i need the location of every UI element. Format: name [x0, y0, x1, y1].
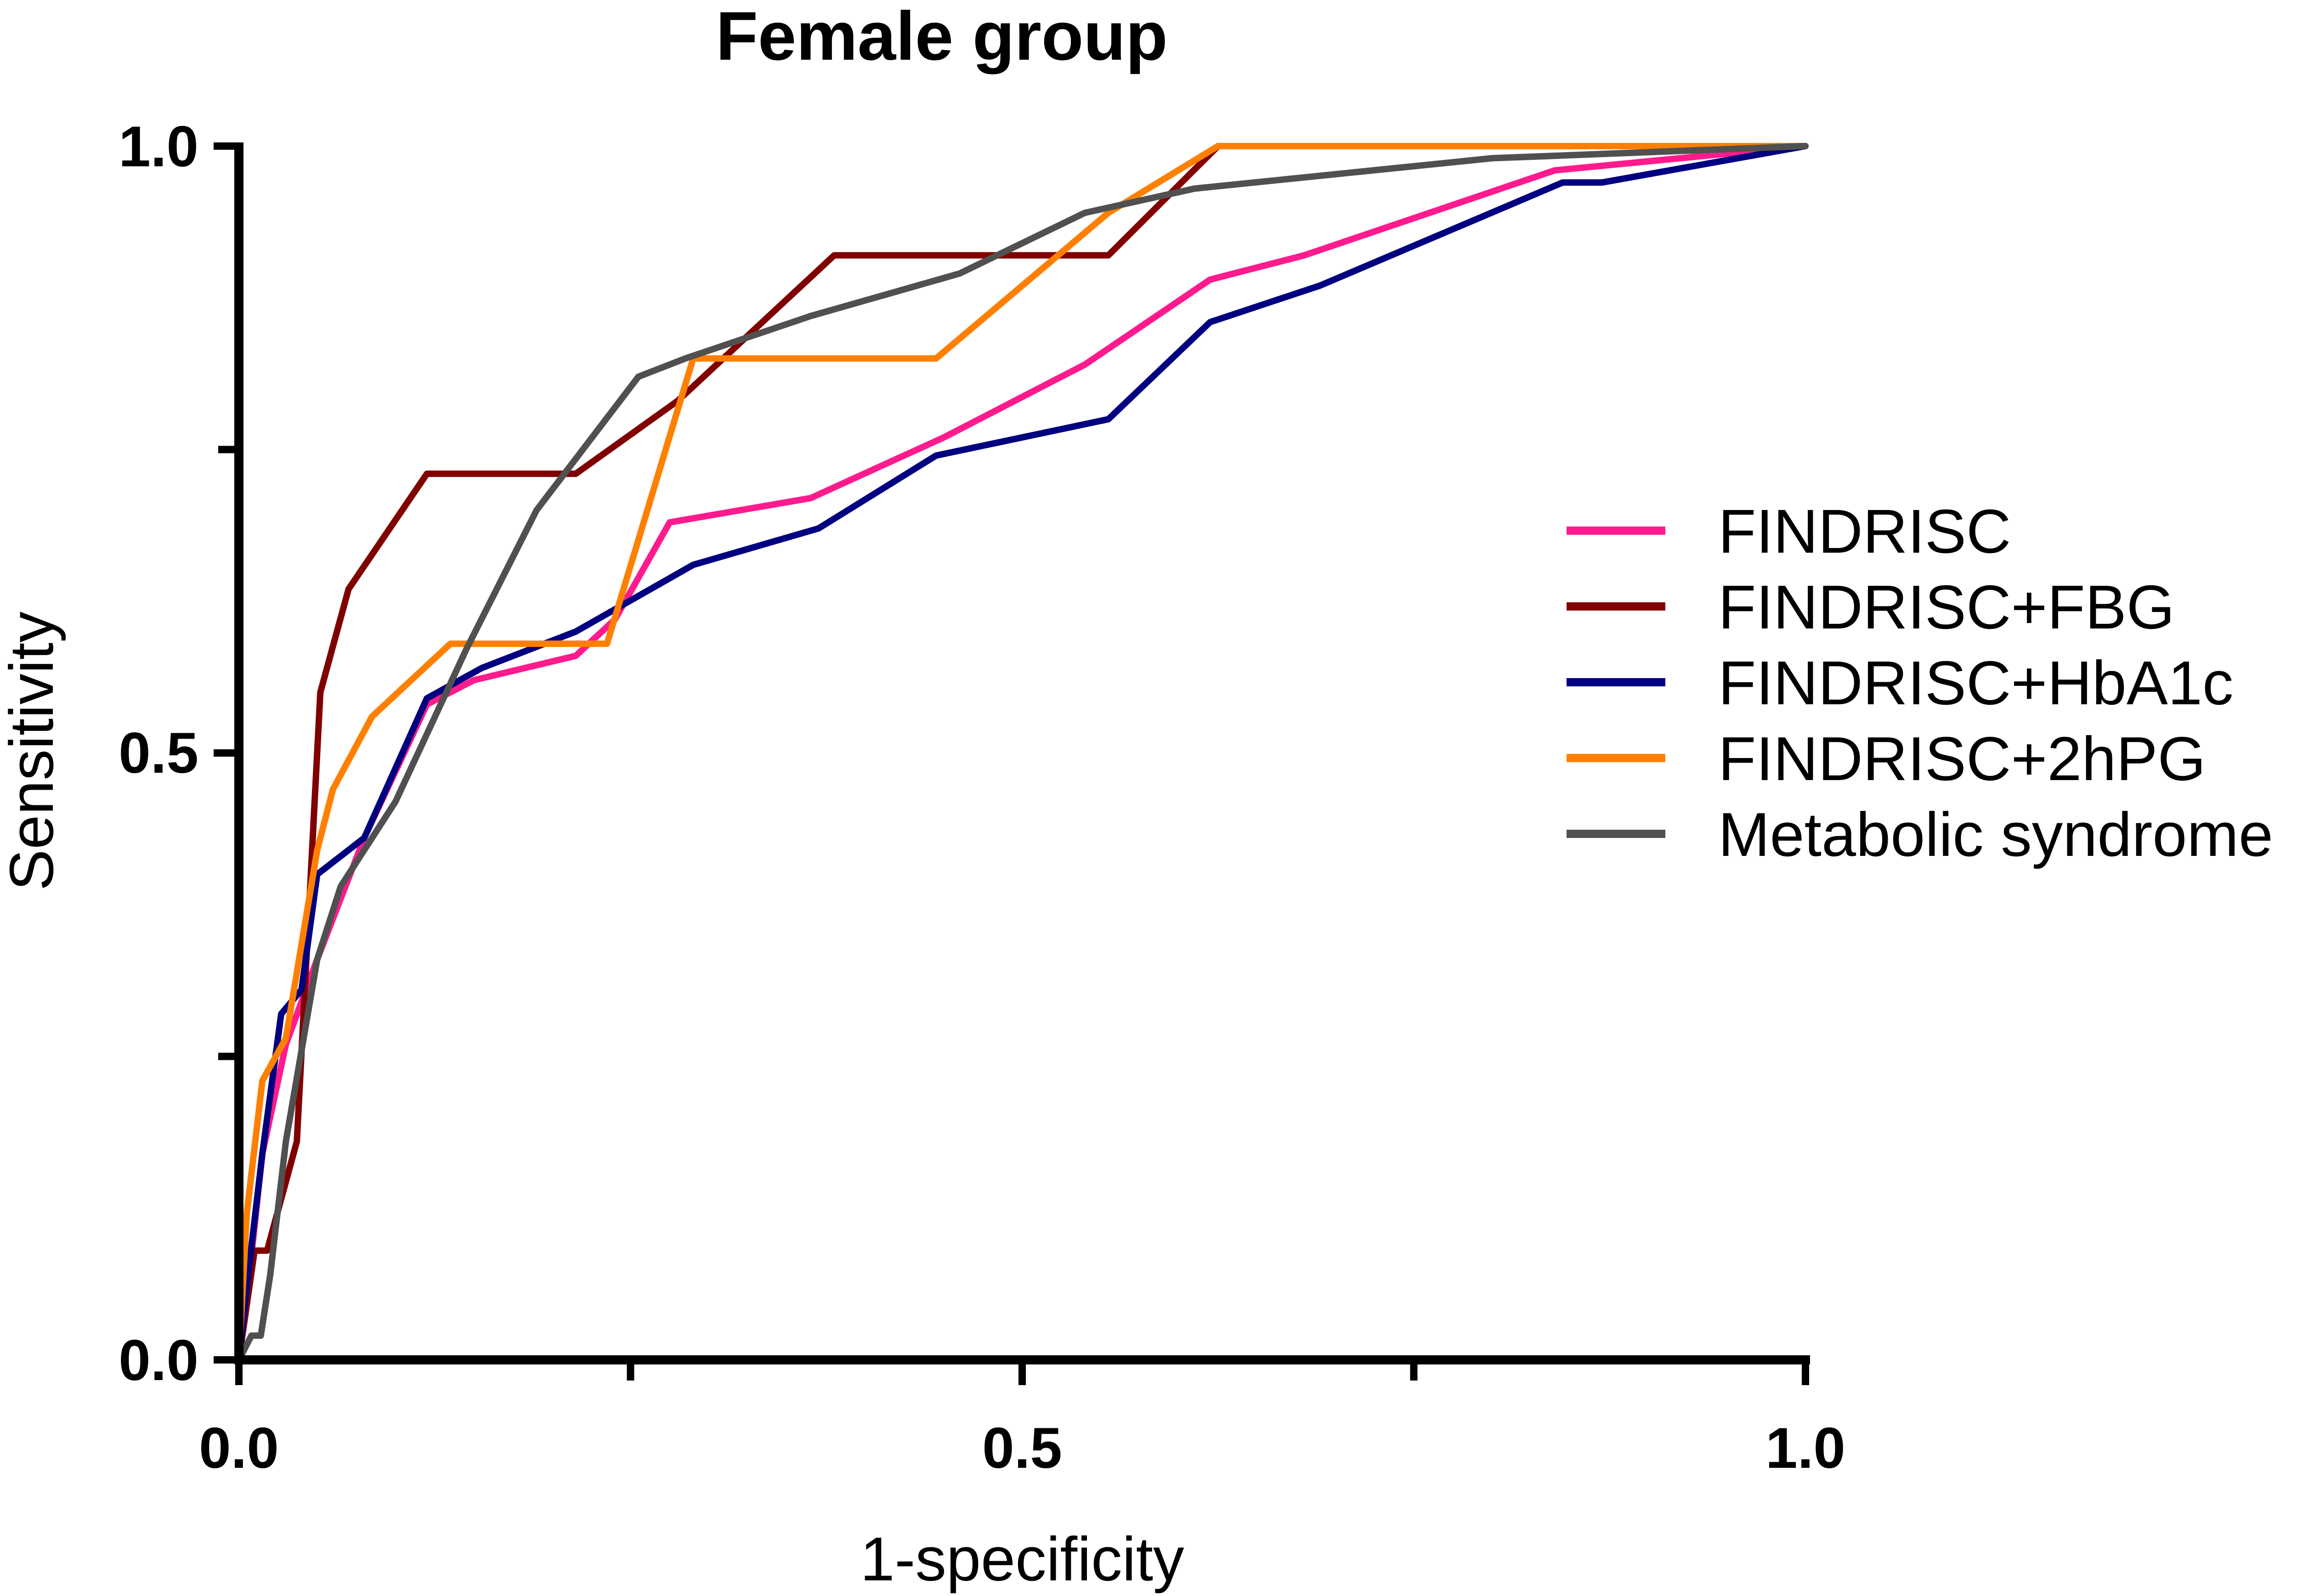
legend-label: FINDRISC+2hPG [1718, 724, 2206, 793]
x-tick-label-1: 0.5 [982, 1416, 1062, 1480]
series-line-findrisc [236, 143, 1809, 1363]
x-tick-label-0: 0.0 [199, 1416, 279, 1480]
legend-label: FINDRISC+HbA1c [1718, 648, 2234, 718]
legend-label: FINDRISC+FBG [1718, 572, 2175, 642]
series-line-metabolic-syndrome [236, 143, 1809, 1363]
y-tick-label-0: 0.0 [119, 1329, 198, 1392]
series-line-findrisc-hba1c [236, 143, 1809, 1363]
x-axis-label: 1-specificity [860, 1524, 1184, 1594]
series-line-findrisc-2hpg [236, 143, 1809, 1363]
ticks [214, 142, 1809, 1385]
series-layer [236, 143, 1809, 1363]
legend-label: FINDRISC [1718, 497, 2011, 566]
y-axis-label: Sensitivity [0, 611, 66, 891]
series-line-findrisc-fbg [236, 143, 1809, 1363]
x-tick-label-2: 1.0 [1765, 1416, 1845, 1480]
y-tick-label-1: 0.5 [119, 721, 198, 785]
legend-label: Metabolic syndrome [1718, 800, 2273, 869]
legend: FINDRISCFINDRISC+FBGFINDRISC+HbA1cFINDRI… [1567, 497, 2273, 869]
axes [234, 142, 1810, 1364]
chart-title: Female group [716, 0, 1168, 74]
y-tick-label-2: 1.0 [119, 115, 198, 179]
